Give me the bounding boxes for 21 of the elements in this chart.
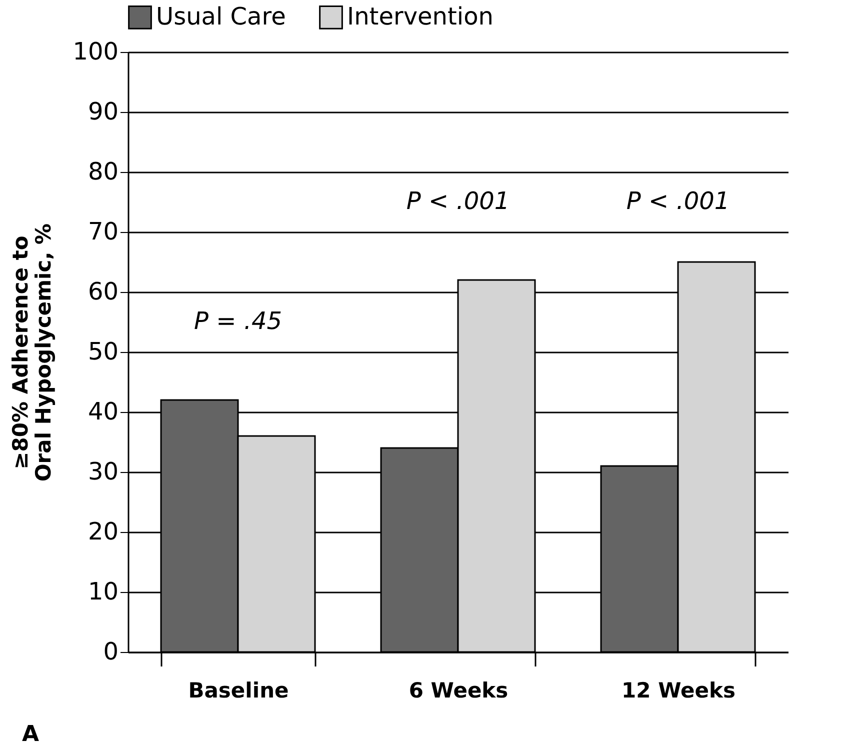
annotation: P < .001 xyxy=(406,187,510,215)
y-tick-label: 60 xyxy=(88,278,118,306)
y-axis-title: ≥80% Adherence to Oral Hypoglycemic, % xyxy=(8,223,56,482)
y-tick-label: 50 xyxy=(88,338,118,366)
x-tick-label: Baseline xyxy=(188,678,289,702)
y-tick-label: 90 xyxy=(88,98,118,126)
x-tick-label: 6 Weeks xyxy=(408,678,508,702)
annotation: P = .45 xyxy=(194,307,282,335)
y-tick-label: 70 xyxy=(88,218,118,246)
text: A xyxy=(22,722,40,747)
legend-label: Intervention xyxy=(347,2,494,30)
y-tick-label: 20 xyxy=(88,518,118,546)
y-tick-label: 100 xyxy=(72,38,118,66)
legend-label: Usual Care xyxy=(156,2,286,30)
x-tick-label: 12 Weeks xyxy=(622,678,736,702)
y-tick-label: 0 xyxy=(103,638,118,666)
annotation: P < .001 xyxy=(626,187,730,215)
y-tick-label: 80 xyxy=(88,158,118,186)
y-tick-label: 40 xyxy=(88,398,118,426)
y-tick-label: 30 xyxy=(88,458,118,486)
y-tick-label: 10 xyxy=(88,578,118,606)
